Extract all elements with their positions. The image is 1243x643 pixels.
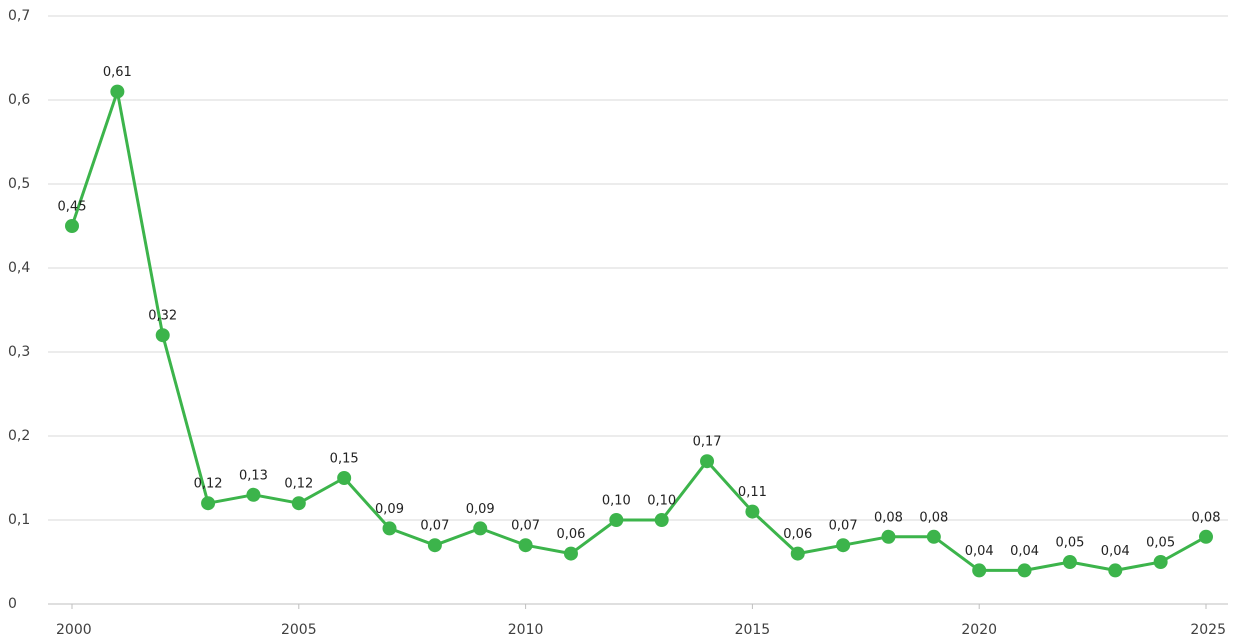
- data-label: 0,07: [420, 519, 449, 534]
- data-label: 0,09: [466, 502, 495, 517]
- data-point: [110, 84, 125, 99]
- x-tick-label: 2020: [961, 622, 997, 638]
- data-point: [563, 546, 578, 561]
- data-label: 0,07: [511, 519, 540, 534]
- y-tick-label: 0,3: [8, 344, 30, 360]
- data-point: [337, 471, 352, 485]
- data-label: 0,09: [375, 502, 404, 517]
- data-point: [473, 521, 488, 536]
- data-point: [926, 529, 941, 544]
- y-tick-label: 0,2: [8, 428, 30, 444]
- data-label: 0,04: [965, 544, 994, 559]
- y-tick-label: 0: [8, 596, 17, 612]
- x-tick-label: 2015: [735, 622, 771, 638]
- x-tick-label: 2005: [281, 622, 317, 638]
- data-point: [65, 219, 79, 233]
- data-label: 0,08: [874, 510, 903, 525]
- data-label: 0,07: [829, 519, 858, 534]
- data-label: 0,45: [58, 200, 87, 215]
- series-line: [70, 90, 1207, 572]
- data-point: [1108, 563, 1123, 578]
- y-tick-label: 0,6: [8, 92, 30, 108]
- data-point: [427, 538, 442, 553]
- data-point: [654, 513, 669, 527]
- data-label: 0,17: [693, 435, 722, 450]
- data-point: [881, 529, 896, 544]
- data-label: 0,08: [1192, 510, 1221, 525]
- data-point: [1199, 529, 1213, 544]
- data-label: 0,04: [1101, 544, 1130, 559]
- data-label: 0,15: [330, 452, 359, 467]
- data-label: 0,05: [1055, 536, 1084, 551]
- data-label: 0,06: [783, 527, 812, 542]
- data-point: [155, 328, 170, 343]
- data-point: [201, 496, 216, 511]
- data-point: [790, 546, 805, 561]
- data-point: [291, 496, 306, 511]
- data-point: [700, 454, 715, 469]
- data-point: [1017, 563, 1032, 578]
- data-label: 0,61: [103, 65, 132, 80]
- data-point: [382, 521, 397, 536]
- data-label: 0,10: [647, 494, 676, 509]
- data-label: 0,04: [1010, 544, 1039, 559]
- data-point: [836, 538, 851, 553]
- data-point: [609, 513, 624, 527]
- data-label: 0,08: [919, 510, 948, 525]
- y-tick-label: 0,1: [8, 512, 30, 528]
- data-label: 0,12: [194, 477, 223, 492]
- data-point: [246, 487, 261, 502]
- data-label: 0,10: [602, 494, 631, 509]
- x-tick-label: 2000: [56, 622, 92, 638]
- y-tick-label: 0,7: [8, 8, 30, 24]
- data-point: [1153, 555, 1168, 569]
- y-tick-label: 0,4: [8, 260, 30, 276]
- data-label: 0,05: [1146, 536, 1175, 551]
- y-tick-label: 0,5: [8, 176, 30, 192]
- data-point: [745, 504, 760, 519]
- data-label: 0,11: [738, 485, 767, 500]
- data-point: [518, 538, 533, 553]
- data-point: [972, 563, 987, 578]
- data-label: 0,13: [239, 468, 268, 483]
- x-tick-label: 2025: [1190, 622, 1226, 638]
- data-point: [1062, 555, 1077, 569]
- data-label: 0,06: [556, 527, 585, 542]
- data-label: 0,12: [284, 477, 313, 492]
- x-tick-label: 2010: [508, 622, 544, 638]
- data-label: 0,32: [148, 309, 177, 324]
